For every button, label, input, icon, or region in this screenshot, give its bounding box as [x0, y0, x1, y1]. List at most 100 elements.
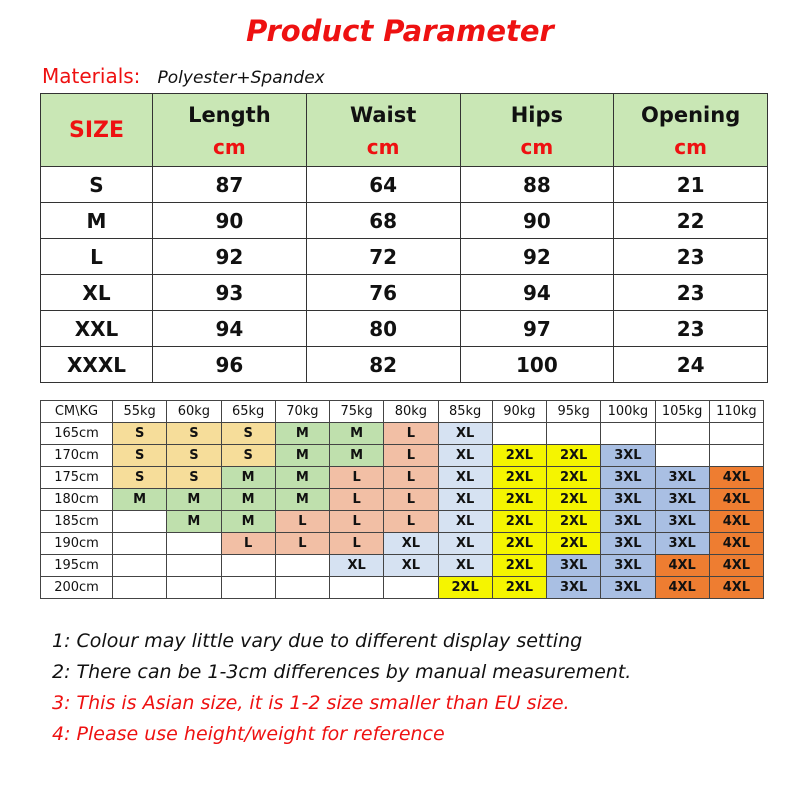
size-recommendation-cell: 3XL [545, 554, 602, 577]
size-value: 23 [613, 274, 768, 311]
size-recommendation-cell: L [383, 466, 439, 489]
size-value: 22 [613, 202, 768, 239]
size-chart-table: CM\KG 55kg 60kg 65kg 70kg 75kg 80kg 85kg 90kg 95k… [40, 400, 765, 599]
size-recommendation-cell [708, 422, 765, 445]
chart-row: 185cm M M L L L XL 2XL 2XL 3XL 3XL 4XL [40, 510, 765, 533]
size-recommendation-cell: L [274, 510, 331, 533]
column-name: Length [188, 103, 271, 127]
size-value: 90 [459, 202, 615, 239]
column-unit: cm [366, 135, 400, 159]
size-value: 87 [152, 166, 307, 203]
size-recommendation-cell: M [328, 444, 385, 467]
size-recommendation-cell: L [328, 466, 385, 489]
weight-header: 60kg [166, 400, 222, 423]
column-name: Waist [349, 103, 417, 127]
size-recommendation-cell: XL [383, 554, 439, 577]
materials-line: Materials: Polyester+Spandex [42, 64, 325, 88]
size-row: XXXL 96 82 100 24 [40, 346, 768, 383]
size-value: 64 [305, 166, 461, 203]
size-table: SIZE Length cm Waist cm Hips cm Opening … [40, 93, 768, 383]
size-recommendation-cell [111, 510, 168, 533]
size-recommendation-cell [274, 576, 331, 599]
size-recommendation-cell: L [383, 488, 439, 511]
size-recommendation-cell: M [328, 422, 385, 445]
size-recommendation-cell [274, 554, 331, 577]
size-recommendation-cell: 2XL [545, 532, 602, 555]
column-name: Hips [510, 103, 564, 127]
size-recommendation-cell [111, 576, 168, 599]
size-value: 23 [613, 238, 768, 275]
size-recommendation-cell: L [328, 488, 385, 511]
size-recommendation-cell [111, 532, 168, 555]
size-recommendation-cell: M [274, 422, 331, 445]
size-recommendation-cell: M [220, 488, 276, 511]
size-recommendation-cell: 4XL [654, 576, 710, 599]
size-recommendation-cell: 3XL [600, 488, 656, 511]
size-recommendation-cell: XL [437, 422, 493, 445]
size-recommendation-cell: S [220, 444, 276, 467]
size-recommendation-cell: L [220, 532, 276, 555]
size-recommendation-cell [220, 554, 276, 577]
size-recommendation-cell: M [274, 444, 331, 467]
size-recommendation-cell [328, 576, 385, 599]
size-recommendation-cell: S [220, 422, 276, 445]
size-value: 96 [152, 346, 307, 383]
weight-header: 75kg [328, 400, 385, 423]
size-recommendation-cell: 3XL [600, 532, 656, 555]
size-value: 94 [152, 310, 307, 347]
column-header-hips: Hips cm [459, 93, 615, 167]
size-recommendation-cell: 3XL [600, 444, 656, 467]
materials-value: Polyester+Spandex [157, 68, 325, 88]
size-value: 23 [613, 310, 768, 347]
size-header: SIZE [40, 93, 153, 167]
size-recommendation-cell: 3XL [654, 488, 710, 511]
size-recommendation-cell: 2XL [491, 576, 548, 599]
size-recommendation-cell: 2XL [491, 488, 548, 511]
size-recommendation-cell: L [383, 422, 439, 445]
size-value: 72 [305, 238, 461, 275]
size-recommendation-cell: 2XL [545, 510, 602, 533]
size-value: 92 [459, 238, 615, 275]
size-recommendation-cell: 2XL [545, 444, 602, 467]
size-value: 21 [613, 166, 768, 203]
size-recommendation-cell: L [383, 510, 439, 533]
column-header-opening: Opening cm [613, 93, 768, 167]
size-recommendation-cell: 2XL [491, 532, 548, 555]
column-unit: cm [674, 135, 707, 159]
size-recommendation-cell [600, 422, 656, 445]
size-recommendation-cell: 2XL [491, 510, 548, 533]
size-value: 24 [613, 346, 768, 383]
note-line: 3: This is Asian size, it is 1-2 size sm… [52, 692, 570, 714]
size-recommendation-cell: M [274, 466, 331, 489]
page-title: Product Parameter [246, 14, 554, 48]
size-recommendation-cell: S [111, 422, 168, 445]
size-recommendation-cell: 2XL [437, 576, 493, 599]
weight-header: 80kg [383, 400, 439, 423]
size-recommendation-cell: 4XL [708, 554, 765, 577]
size-recommendation-cell: 3XL [654, 532, 710, 555]
chart-row: 175cm S S M M L L XL 2XL 2XL 3XL 3XL 4XL [40, 466, 765, 489]
weight-header: 85kg [437, 400, 493, 423]
chart-corner-label: CM\KG [40, 400, 113, 423]
height-label: 195cm [40, 554, 113, 577]
chart-row: 195cm XL XL XL 2XL 3XL 3XL 4XL 4XL [40, 554, 765, 577]
size-recommendation-cell: 2XL [491, 466, 548, 489]
size-recommendation-cell: L [274, 532, 331, 555]
size-recommendation-cell: M [220, 466, 276, 489]
size-row: XL 93 76 94 23 [40, 274, 768, 311]
weight-header: 100kg [600, 400, 656, 423]
size-table-body: S 87 64 88 21 M 90 68 90 22 L 92 72 92 23 XL 93 76 94 23 XXL… [40, 166, 768, 383]
chart-row: 200cm 2XL 2XL 3XL 3XL 4XL 4XL [40, 576, 765, 599]
size-recommendation-cell [491, 422, 548, 445]
weight-header: 105kg [654, 400, 710, 423]
chart-row: 165cm S S S M M L XL [40, 422, 765, 445]
size-recommendation-cell: 4XL [654, 554, 710, 577]
size-row: S 87 64 88 21 [40, 166, 768, 203]
column-header-waist: Waist cm [305, 93, 461, 167]
size-value: 97 [459, 310, 615, 347]
size-recommendation-cell: 2XL [491, 554, 548, 577]
size-recommendation-cell [654, 422, 710, 445]
size-table-header: SIZE Length cm Waist cm Hips cm Opening … [40, 93, 768, 167]
size-recommendation-cell [220, 576, 276, 599]
notes-list: 1: Colour may little vary due to differe… [52, 626, 631, 750]
